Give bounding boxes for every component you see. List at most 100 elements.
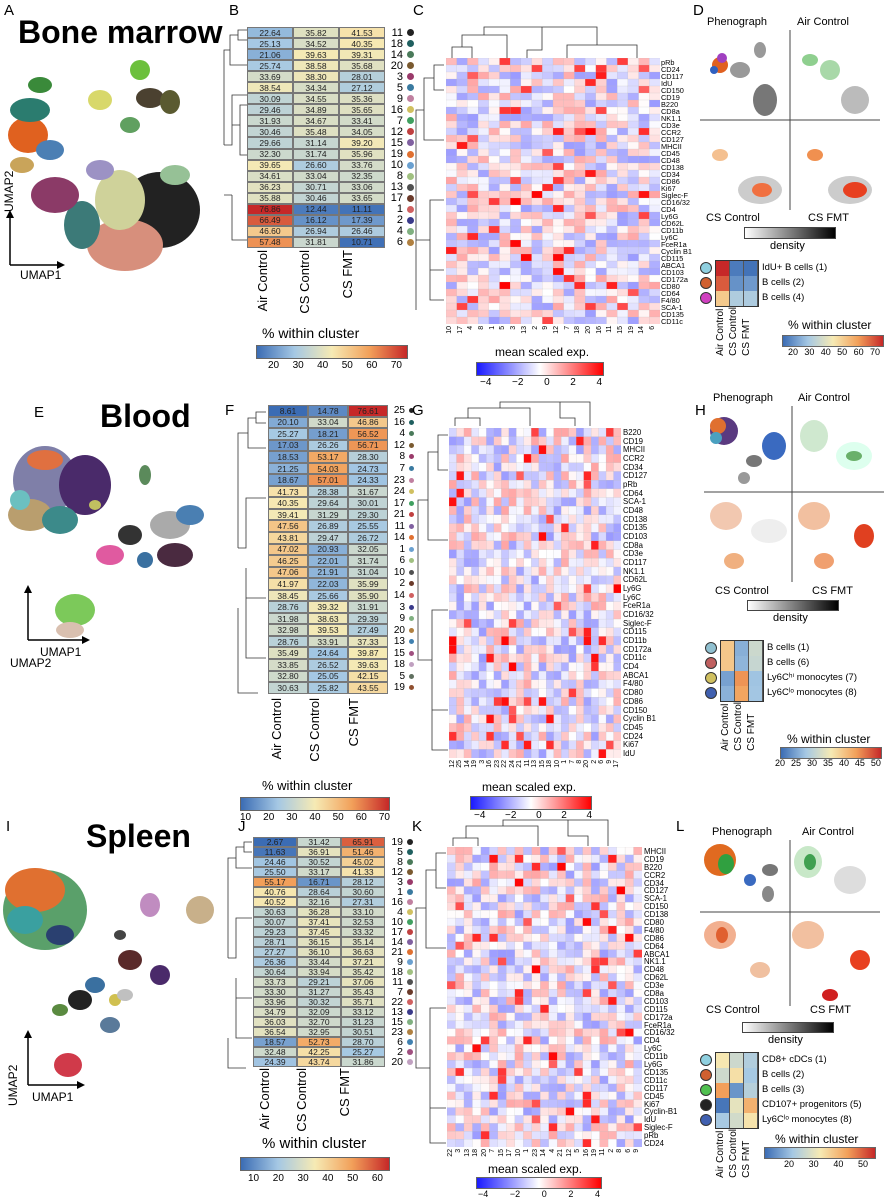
heatmap-cell xyxy=(561,627,570,637)
heatmap-cell xyxy=(568,497,577,507)
heatmap-cell xyxy=(531,1083,541,1093)
heatmap-cell xyxy=(463,740,472,750)
heatmap-cell xyxy=(486,549,495,559)
heatmap-cell xyxy=(590,740,599,750)
heatmap-cell xyxy=(557,941,567,951)
heatmap-cell xyxy=(599,878,609,887)
heatmap-cell xyxy=(561,480,570,490)
heatmap-cell xyxy=(514,1004,524,1014)
heatmap-cell xyxy=(531,965,541,974)
heatmap-cell xyxy=(480,862,490,872)
dendrogram-g-top xyxy=(454,401,591,426)
table-cell: 33.30 xyxy=(253,987,297,997)
umap-plot-bone-marrow xyxy=(6,60,200,271)
heatmap-cell xyxy=(445,120,458,129)
heatmap-cell xyxy=(563,92,575,101)
heatmap-cell xyxy=(501,714,510,724)
heatmap-cell xyxy=(455,1036,465,1045)
heatmap-cell xyxy=(583,584,592,594)
heatmap-cell xyxy=(617,120,629,129)
heatmap-cell xyxy=(565,941,575,951)
legend-colorbar-l xyxy=(764,1147,876,1159)
heatmap-cell xyxy=(514,941,524,951)
heatmap-cell xyxy=(605,436,614,446)
heatmap-cell xyxy=(606,71,618,80)
heatmap-cell xyxy=(638,309,650,318)
heatmap-cell xyxy=(649,197,661,206)
heatmap-cell xyxy=(499,113,511,122)
heatmap-cell xyxy=(508,575,517,585)
marker-label: Ly6C xyxy=(661,233,678,242)
heatmap-cell xyxy=(497,910,507,919)
heatmap-cell xyxy=(514,894,524,903)
table-cell: 30.32 xyxy=(297,997,341,1007)
heatmap-cell xyxy=(531,989,541,998)
heatmap-cell xyxy=(456,260,468,269)
heatmap-cell xyxy=(480,981,490,990)
heatmap-cell xyxy=(506,1044,516,1053)
heatmap-cell xyxy=(595,288,607,297)
table-cell: 38.45 xyxy=(268,589,308,602)
heatmap-cell xyxy=(471,671,480,681)
heatmap-cell xyxy=(563,246,575,255)
heatmap-cell xyxy=(488,127,500,136)
table-cell: 39.65 xyxy=(247,159,293,171)
umap-ylabel-blood: UMAP2 xyxy=(10,656,52,670)
heatmap-cell xyxy=(607,989,617,998)
table-cell: 30.63 xyxy=(253,907,297,917)
heatmap-cell xyxy=(599,1067,609,1077)
heatmap-cell xyxy=(508,514,517,524)
heatmap-cell xyxy=(506,1052,516,1061)
marker-label: NK1.1 xyxy=(661,114,682,123)
heatmap-cell xyxy=(574,232,586,241)
heatmap-cell xyxy=(607,965,617,974)
heatmap-cell xyxy=(598,453,607,464)
heatmap-cell xyxy=(585,211,597,220)
heatmap-cell xyxy=(531,148,543,157)
dendrogram-b xyxy=(223,29,248,241)
table-cell: 12.44 xyxy=(293,203,339,215)
heatmap-cell xyxy=(553,514,562,524)
heatmap-cell xyxy=(627,120,639,129)
heatmap-cell xyxy=(627,260,639,269)
heatmap-cell xyxy=(568,705,577,715)
heatmap-cell xyxy=(542,316,554,325)
table-row: 36.23 30.71 33.06 xyxy=(247,181,385,193)
heatmap-cell xyxy=(523,462,532,472)
table-cell: 57.48 xyxy=(247,236,293,248)
heatmap-cell xyxy=(493,627,502,637)
heatmap-cell xyxy=(480,1036,490,1045)
marker-label: CD19 xyxy=(623,436,643,446)
heatmap-cell xyxy=(649,232,661,241)
heatmap-cell xyxy=(538,471,547,481)
heatmap-cell xyxy=(467,78,479,87)
heatmap-cell xyxy=(583,618,592,629)
table-cell: 40.35 xyxy=(268,497,308,509)
cluster-id-list-b: 11 18 14 20 3 5 9 16 7 12 15 19 10 8 13 17 1 2 4 6 xyxy=(387,27,427,248)
heatmap-cell xyxy=(574,64,586,73)
heatmap-cell xyxy=(552,71,565,80)
heatmap-cell xyxy=(523,933,533,943)
heatmap-cell xyxy=(565,886,575,895)
heatmap-cell xyxy=(523,723,532,733)
heatmap-cell xyxy=(585,183,597,192)
heatmap-cell xyxy=(552,148,565,157)
heatmap-cell xyxy=(548,1004,558,1014)
heatmap-cell xyxy=(627,204,639,213)
heatmap-cell xyxy=(463,878,473,887)
heatmap-colorbar-c xyxy=(476,362,604,376)
cb-tick: 30 xyxy=(806,758,817,768)
heatmap-cell xyxy=(613,618,622,629)
heatmap-cell xyxy=(516,488,525,498)
heatmap-cell xyxy=(488,260,500,269)
cluster-id: 19 xyxy=(389,682,425,694)
table-cell: 26.60 xyxy=(293,159,339,171)
heatmap-cell xyxy=(471,723,480,733)
heatmap-cell xyxy=(607,1075,617,1085)
heatmap-cell xyxy=(627,281,639,290)
cb-tick: 20 xyxy=(272,1173,284,1184)
heatmap-cell xyxy=(616,1020,626,1029)
heatmap-cell xyxy=(582,886,592,895)
heatmap-cell xyxy=(605,514,614,524)
heatmap-cell xyxy=(598,723,607,733)
